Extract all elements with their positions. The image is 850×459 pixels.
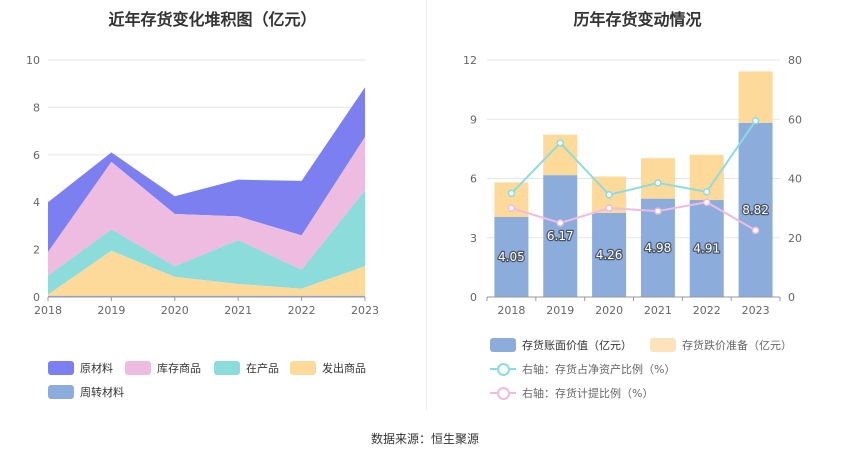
legend-swatch — [48, 385, 74, 399]
legend-swatch — [650, 338, 676, 352]
bar-book-value — [494, 217, 529, 297]
left-chart-title: 近年存货变化堆积图（亿元） — [108, 10, 317, 29]
left-y-tick-label: 10 — [26, 54, 40, 67]
point-inventory-net-assets-ratio — [654, 179, 662, 187]
bar-impairment-provision — [738, 71, 773, 123]
left-x-tick-label: 2018 — [34, 304, 62, 317]
legend-swatch — [125, 361, 151, 375]
legend-label: 库存商品 — [157, 362, 201, 375]
left-y-tick-label: 8 — [33, 101, 40, 114]
right-y-tick-label: 3 — [470, 232, 477, 245]
area-series-在产品 — [48, 190, 365, 295]
point-inventory-net-assets-ratio — [556, 139, 564, 147]
right-x-tick-label: 2019 — [546, 304, 574, 317]
point-provision-ratio — [605, 204, 613, 212]
area-series-原材料 — [48, 87, 365, 252]
legend-label: 右轴：存货占净资产比例（%） — [522, 363, 676, 376]
legend-item-raw-materials[interactable]: 原材料 — [48, 360, 113, 376]
left-x-tick-label: 2022 — [288, 304, 316, 317]
legend-label: 发出商品 — [322, 362, 366, 375]
right-x-tick-label: 2022 — [693, 304, 721, 317]
right-chart-title: 历年存货变动情况 — [573, 10, 702, 29]
left-y-tick-label: 2 — [33, 244, 40, 257]
bar-value-label: 6.17 — [547, 229, 574, 243]
point-provision-ratio — [703, 198, 711, 206]
right-x-tick-label: 2023 — [742, 304, 770, 317]
legend-item-book-value[interactable]: 存货账面价值（亿元） — [490, 337, 632, 353]
point-inventory-net-assets-ratio — [751, 116, 760, 125]
left-x-tick-label: 2020 — [161, 304, 189, 317]
legend-item-provision-ratio[interactable]: 右轴：存货计提比例（%） — [490, 385, 653, 401]
chart-divider — [426, 0, 427, 410]
point-provision-ratio — [751, 226, 760, 235]
left-x-tick-label: 2019 — [97, 304, 125, 317]
line-provision-ratio — [511, 201, 757, 232]
legend-swatch — [48, 361, 74, 375]
legend-swatch — [290, 361, 316, 375]
data-source: 数据来源：恒生聚源 — [370, 432, 479, 446]
area-series-发出商品 — [48, 250, 365, 296]
legend-swatch — [490, 338, 516, 352]
bar-value-label: 4.98 — [645, 241, 672, 255]
right-y2-tick-label: 60 — [788, 113, 802, 126]
legend-item-finished-goods[interactable]: 库存商品 — [125, 360, 201, 376]
legend-item-work-in-progress[interactable]: 在产品 — [214, 360, 279, 376]
legend-line-swatch — [490, 386, 516, 400]
right-y-tick-label: 0 — [470, 291, 477, 304]
bar-book-value — [592, 212, 627, 297]
legend-label: 存货跌价准备（亿元） — [682, 339, 792, 352]
point-provision-ratio — [556, 219, 564, 227]
line-inventory-net-assets-ratio — [510, 120, 757, 196]
bar-book-value — [640, 198, 675, 297]
left-x-tick-label: 2023 — [351, 304, 379, 317]
bar-value-label: 4.91 — [693, 242, 720, 256]
left-y-tick-label: 0 — [33, 291, 40, 304]
point-inventory-net-assets-ratio — [507, 189, 516, 198]
right-x-tick-label: 2021 — [644, 304, 672, 317]
right-y2-tick-label: 40 — [788, 173, 802, 186]
right-y-tick-label: 12 — [463, 54, 477, 67]
right-y-tick-label: 6 — [470, 173, 477, 186]
legend-label: 存货账面价值（亿元） — [522, 339, 632, 352]
right-y2-tick-label: 20 — [788, 232, 802, 245]
left-y-tick-label: 4 — [33, 196, 40, 209]
bar-value-label: 4.05 — [498, 250, 525, 264]
legend-item-inventory-net-assets-ratio[interactable]: 右轴：存货占净资产比例（%） — [490, 361, 675, 377]
legend-label: 周转材料 — [80, 386, 124, 399]
legend-item-revolving-materials[interactable]: 周转材料 — [48, 384, 124, 400]
legend-label: 在产品 — [246, 362, 279, 375]
legend-item-goods-shipped[interactable]: 发出商品 — [290, 360, 366, 376]
right-y-tick-label: 9 — [470, 113, 477, 126]
right-y2-tick-label: 0 — [788, 291, 795, 304]
point-provision-ratio — [654, 207, 662, 215]
bar-book-value — [689, 200, 724, 297]
point-inventory-net-assets-ratio — [605, 191, 613, 199]
right-x-tick-label: 2020 — [595, 304, 623, 317]
right-y2-tick-label: 80 — [788, 54, 802, 67]
legend-line-swatch — [490, 362, 516, 376]
point-inventory-net-assets-ratio — [703, 188, 711, 196]
legend-label: 右轴：存货计提比例（%） — [522, 387, 654, 400]
bar-value-label: 4.26 — [596, 248, 623, 262]
legend-swatch — [214, 361, 240, 375]
bar-value-label: 8.82 — [742, 203, 769, 217]
left-y-tick-label: 6 — [33, 149, 40, 162]
bar-book-value — [738, 122, 773, 298]
legend-item-impairment-provision[interactable]: 存货跌价准备（亿元） — [650, 337, 792, 353]
bar-impairment-provision — [640, 158, 675, 199]
right-x-tick-label: 2018 — [497, 304, 525, 317]
area-series-库存商品 — [48, 137, 365, 276]
legend-label: 原材料 — [80, 362, 113, 375]
point-provision-ratio — [507, 204, 516, 212]
left-x-tick-label: 2021 — [224, 304, 252, 317]
bar-book-value — [543, 175, 578, 297]
